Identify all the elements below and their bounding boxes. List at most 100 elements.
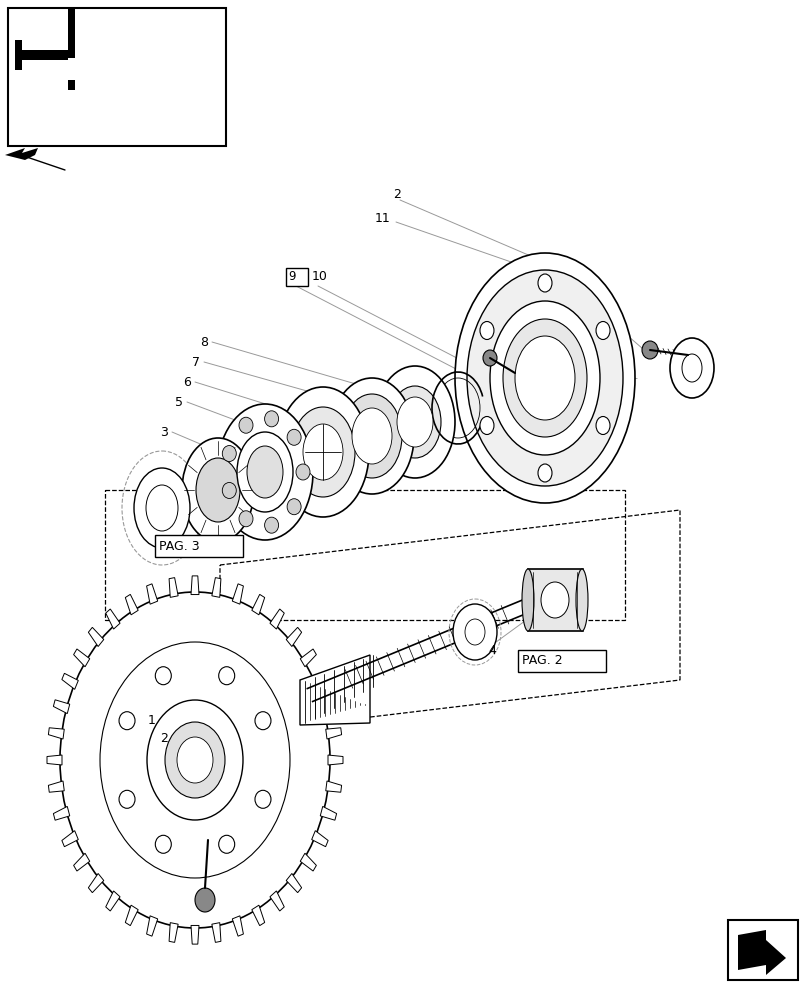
- Ellipse shape: [303, 424, 342, 480]
- Bar: [68, 80, 75, 90]
- Ellipse shape: [119, 790, 135, 808]
- Polygon shape: [47, 755, 62, 765]
- Polygon shape: [105, 891, 120, 911]
- Ellipse shape: [538, 464, 551, 482]
- Polygon shape: [74, 649, 90, 667]
- Ellipse shape: [454, 253, 634, 503]
- Polygon shape: [325, 728, 341, 739]
- Ellipse shape: [296, 464, 310, 480]
- Ellipse shape: [146, 485, 178, 531]
- Polygon shape: [737, 930, 785, 975]
- Ellipse shape: [521, 569, 534, 631]
- Ellipse shape: [169, 49, 210, 119]
- Polygon shape: [285, 627, 301, 647]
- Ellipse shape: [237, 432, 293, 512]
- Polygon shape: [62, 673, 78, 689]
- Polygon shape: [125, 594, 138, 615]
- Ellipse shape: [290, 407, 354, 497]
- Ellipse shape: [287, 499, 301, 515]
- Bar: [527, 569, 582, 631]
- Polygon shape: [212, 578, 221, 597]
- Polygon shape: [251, 594, 264, 615]
- Text: 7: 7: [191, 356, 200, 368]
- Text: 5: 5: [175, 395, 182, 408]
- Bar: [8, 8, 225, 146]
- Ellipse shape: [134, 468, 190, 548]
- Ellipse shape: [195, 888, 215, 912]
- Ellipse shape: [264, 411, 278, 427]
- Polygon shape: [320, 700, 337, 714]
- Ellipse shape: [669, 338, 713, 398]
- Polygon shape: [299, 655, 370, 725]
- Ellipse shape: [130, 42, 180, 126]
- Polygon shape: [147, 584, 157, 604]
- Ellipse shape: [287, 429, 301, 445]
- Text: 4: 4: [487, 644, 496, 656]
- Ellipse shape: [479, 416, 493, 434]
- Text: 11: 11: [375, 212, 390, 225]
- Polygon shape: [311, 831, 328, 847]
- Ellipse shape: [217, 404, 312, 540]
- Ellipse shape: [222, 482, 236, 498]
- Ellipse shape: [147, 700, 242, 820]
- Ellipse shape: [139, 56, 169, 112]
- Ellipse shape: [351, 408, 392, 464]
- Polygon shape: [54, 700, 70, 714]
- Ellipse shape: [277, 387, 368, 517]
- Ellipse shape: [642, 341, 657, 359]
- Bar: [727, 920, 797, 980]
- Polygon shape: [62, 831, 78, 847]
- Polygon shape: [269, 891, 284, 911]
- Polygon shape: [191, 925, 199, 944]
- Polygon shape: [232, 584, 243, 604]
- Ellipse shape: [100, 642, 290, 878]
- Ellipse shape: [155, 835, 171, 853]
- Ellipse shape: [538, 274, 551, 292]
- Ellipse shape: [483, 350, 496, 366]
- Ellipse shape: [329, 378, 414, 494]
- Ellipse shape: [502, 319, 586, 437]
- Polygon shape: [232, 916, 243, 936]
- Ellipse shape: [255, 790, 271, 808]
- Ellipse shape: [540, 582, 569, 618]
- Polygon shape: [328, 755, 342, 765]
- Polygon shape: [49, 728, 64, 739]
- Text: 2: 2: [393, 188, 401, 202]
- Bar: [68, 8, 75, 58]
- Polygon shape: [88, 627, 104, 647]
- Ellipse shape: [388, 386, 440, 458]
- Ellipse shape: [397, 397, 432, 447]
- Ellipse shape: [453, 604, 496, 660]
- Ellipse shape: [595, 416, 609, 434]
- Ellipse shape: [575, 569, 587, 631]
- Polygon shape: [320, 806, 337, 820]
- Ellipse shape: [595, 322, 609, 340]
- Ellipse shape: [177, 737, 212, 783]
- Bar: [285, 268, 307, 286]
- Bar: [517, 650, 605, 672]
- Polygon shape: [54, 806, 70, 820]
- Ellipse shape: [238, 417, 253, 433]
- Polygon shape: [125, 905, 138, 926]
- Polygon shape: [269, 609, 284, 629]
- Text: PAG. 2: PAG. 2: [521, 654, 562, 668]
- Bar: [105, 490, 624, 620]
- Polygon shape: [251, 905, 264, 926]
- Polygon shape: [311, 673, 328, 689]
- Ellipse shape: [466, 270, 622, 486]
- Ellipse shape: [255, 712, 271, 730]
- Text: 1: 1: [148, 714, 156, 726]
- Polygon shape: [285, 873, 301, 893]
- Ellipse shape: [155, 667, 171, 685]
- Ellipse shape: [264, 517, 278, 533]
- Polygon shape: [74, 853, 90, 871]
- Text: 2: 2: [160, 732, 168, 744]
- Polygon shape: [191, 576, 199, 595]
- Polygon shape: [169, 923, 178, 942]
- Ellipse shape: [218, 667, 234, 685]
- Text: 9: 9: [288, 270, 295, 284]
- Polygon shape: [300, 649, 316, 667]
- Ellipse shape: [514, 336, 574, 420]
- Ellipse shape: [165, 722, 225, 798]
- Ellipse shape: [195, 458, 240, 522]
